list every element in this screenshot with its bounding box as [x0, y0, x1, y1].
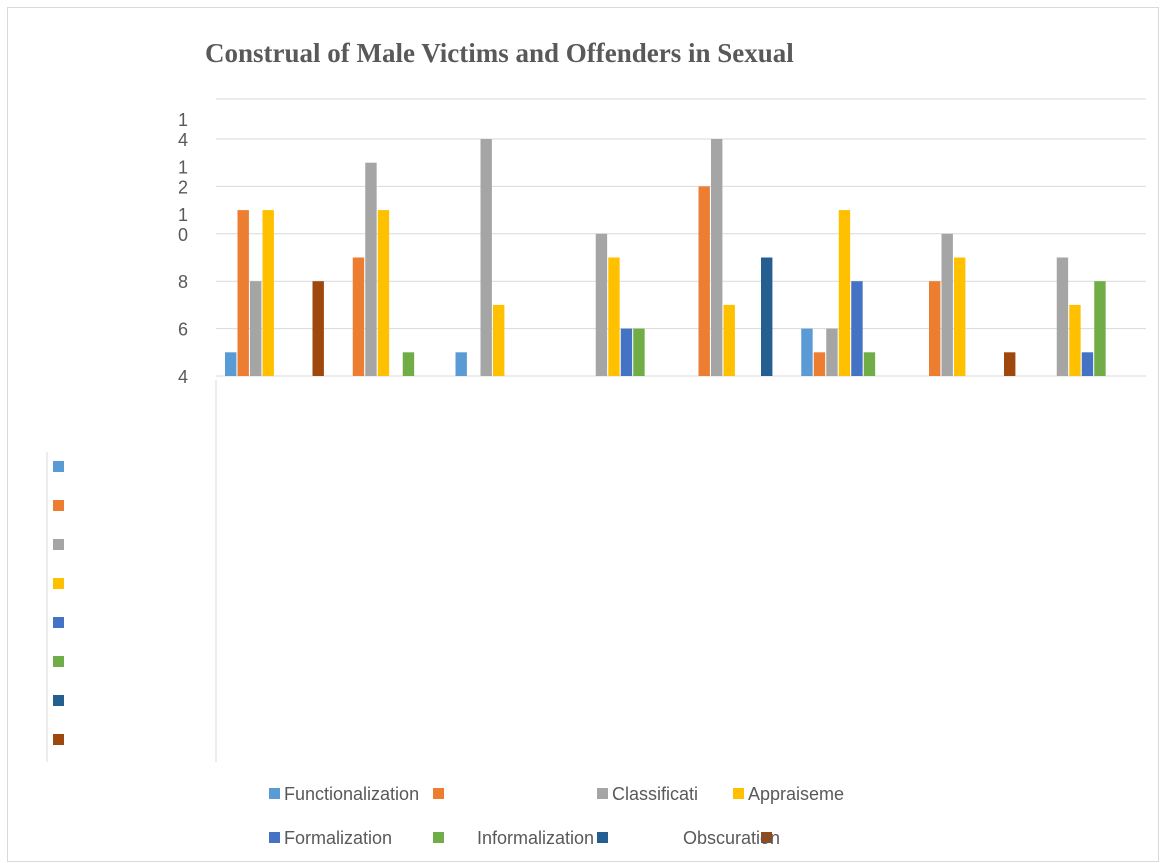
- side-legend-swatch-2: [53, 539, 64, 550]
- bar-series-3-cat-2: [493, 304, 505, 376]
- bar-series-3-cat-1: [377, 210, 390, 376]
- bar-series-7-cat-6: [1004, 352, 1016, 376]
- legend-swatch-3: [733, 788, 744, 799]
- y-tick-label-4-main: 2: [178, 177, 188, 197]
- bar-series-6-cat-4: [761, 257, 773, 376]
- bar-series-0-cat-0: [225, 352, 237, 376]
- bar-series-0-cat-2: [455, 352, 467, 376]
- legend-label-4: Formalization: [284, 828, 393, 848]
- bar-series-2-cat-7: [1056, 257, 1069, 376]
- legend-label-2: Classificati: [612, 784, 699, 804]
- bar-series-1-cat-4: [698, 186, 710, 376]
- y-tick-label-5-main: 4: [178, 130, 188, 150]
- y-tick-label-3-main: 0: [178, 225, 188, 245]
- legend-swatch-2: [597, 788, 608, 799]
- legend-swatch-4: [269, 832, 280, 843]
- y-tick-label-3-upper: 1: [178, 205, 188, 225]
- y-tick-label-5-upper: 1: [178, 110, 188, 130]
- legend-swatch-6: [597, 832, 608, 843]
- bar-series-7-cat-0: [312, 281, 324, 376]
- bar-series-2-cat-4: [711, 139, 723, 376]
- bar-series-5-cat-5: [863, 352, 876, 376]
- side-legend-swatch-4: [53, 617, 64, 628]
- y-tick-label-0-main: 4: [178, 367, 188, 387]
- bar-series-4-cat-7: [1081, 352, 1094, 376]
- side-legend-swatches: [53, 461, 64, 745]
- legend-swatch-0: [269, 788, 280, 799]
- legend-swatch-1: [433, 788, 444, 799]
- bar-series-5-cat-7: [1094, 281, 1106, 376]
- y-tick-label-1-main: 6: [178, 320, 188, 340]
- bar-series-2-cat-3: [595, 233, 608, 376]
- side-legend-swatch-5: [53, 656, 64, 667]
- axis-lines: [46, 380, 217, 762]
- bar-series-2-cat-5: [826, 328, 838, 376]
- side-legend-swatch-7: [53, 734, 64, 745]
- side-legend-swatch-0: [53, 461, 64, 472]
- side-legend-swatch-1: [53, 500, 64, 511]
- bar-series-1-cat-6: [929, 281, 941, 376]
- bar-series-3-cat-3: [608, 257, 620, 376]
- bar-series-4-cat-3: [620, 328, 633, 376]
- bar-series-5-cat-3: [633, 328, 645, 376]
- bar-series-2-cat-0: [250, 281, 262, 376]
- legend-swatch-7: [761, 832, 772, 843]
- bar-series-1-cat-0: [237, 210, 249, 376]
- bar-series-2-cat-2: [480, 139, 492, 376]
- legend-swatch-5: [433, 832, 444, 843]
- chart-frame: [7, 7, 1159, 862]
- y-tick-label-2-main: 8: [178, 272, 188, 292]
- bar-series-3-cat-5: [838, 210, 851, 376]
- bar-series-3-cat-4: [723, 304, 735, 376]
- bars: [225, 139, 1106, 376]
- bar-series-2-cat-1: [365, 162, 377, 376]
- bar-series-0-cat-5: [801, 328, 813, 376]
- bar-series-1-cat-5: [813, 352, 826, 376]
- bar-series-1-cat-1: [352, 257, 365, 376]
- y-tick-label-4-upper: 1: [178, 157, 188, 177]
- chart-title: Construal of Male Victims and Offenders …: [205, 38, 794, 68]
- bar-series-3-cat-6: [954, 257, 966, 376]
- bar-series-3-cat-7: [1069, 304, 1081, 376]
- legend-label-7: Obscuration: [683, 828, 781, 848]
- bar-series-2-cat-6: [941, 233, 953, 376]
- bar-series-4-cat-5: [851, 281, 863, 376]
- bar-series-3-cat-0: [262, 210, 274, 376]
- bar-series-5-cat-1: [402, 352, 415, 376]
- legend-label-3: Appraiseme: [748, 784, 845, 804]
- side-legend-swatch-6: [53, 695, 64, 706]
- side-legend-swatch-3: [53, 578, 64, 589]
- legend-label-0: Functionalization: [284, 784, 420, 804]
- legend-label-5: Informalization: [477, 828, 595, 848]
